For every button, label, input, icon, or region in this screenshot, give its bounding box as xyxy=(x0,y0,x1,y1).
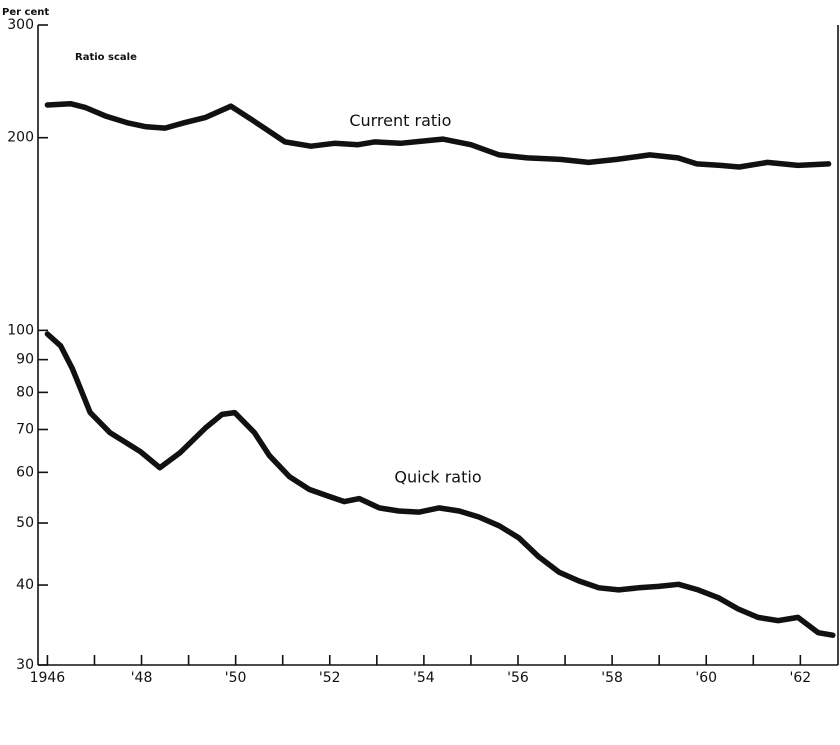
x-tick-label: '58 xyxy=(601,670,623,686)
x-tick-label: '56 xyxy=(507,670,529,686)
y-unit-label: Per cent xyxy=(2,7,49,18)
series-line xyxy=(44,100,832,170)
y-tick-label: 90 xyxy=(16,352,34,368)
y-tick-label: 30 xyxy=(16,657,34,673)
x-tick-label: '52 xyxy=(319,670,341,686)
y-tick-label: 100 xyxy=(7,322,34,338)
series-line xyxy=(44,331,836,638)
y-tick-label: 300 xyxy=(7,17,34,33)
y-tick-label: 200 xyxy=(7,130,34,146)
y-tick-label: 50 xyxy=(16,515,34,531)
y-tick-label: 40 xyxy=(16,577,34,593)
scale-note: Ratio scale xyxy=(75,52,137,63)
series-label: Quick ratio xyxy=(394,467,481,486)
series-label: Current ratio xyxy=(349,111,451,130)
y-tick-label: 80 xyxy=(16,384,34,400)
y-tick-label: 70 xyxy=(16,421,34,437)
x-tick-label: 1946 xyxy=(30,670,66,686)
x-tick-label: '50 xyxy=(225,670,247,686)
x-tick-label: '62 xyxy=(790,670,812,686)
y-tick-label: 60 xyxy=(16,464,34,480)
x-tick-label: '54 xyxy=(413,670,435,686)
x-tick-label: '48 xyxy=(131,670,153,686)
x-tick-label: '60 xyxy=(695,670,717,686)
